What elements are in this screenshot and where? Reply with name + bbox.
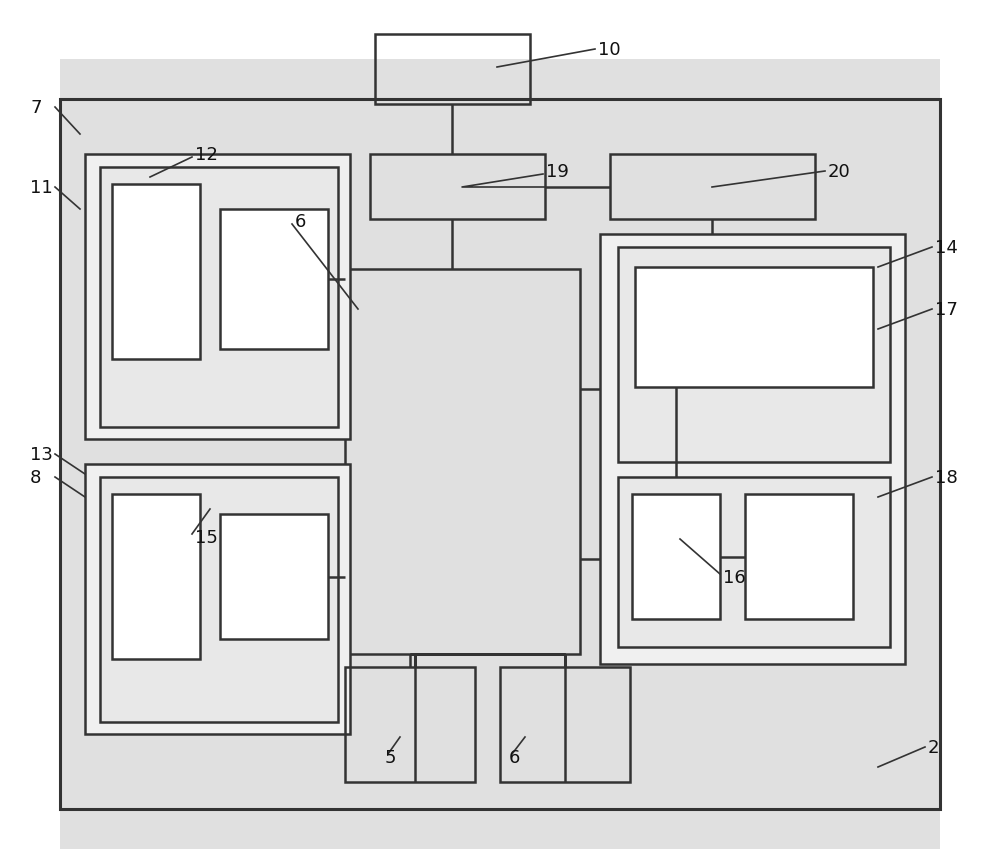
Text: 16: 16 [723,568,746,586]
Bar [345,667,475,782]
Bar [618,477,890,648]
Bar [600,234,905,665]
Bar [745,494,853,619]
Bar [375,35,530,105]
Text: 17: 17 [935,301,958,319]
Text: 5: 5 [385,748,397,766]
Bar [610,155,815,220]
Bar [370,155,545,220]
Text: 11: 11 [30,179,53,197]
Text: 18: 18 [935,469,958,486]
Text: 20: 20 [828,163,851,181]
Text: 6: 6 [295,213,306,231]
Text: 8: 8 [30,469,41,486]
Bar [100,168,338,428]
Text: 19: 19 [546,163,569,181]
Bar [618,248,890,463]
Text: 13: 13 [30,446,53,463]
Bar [112,494,200,659]
Bar [345,270,580,654]
Bar [500,667,630,782]
Bar [60,60,940,849]
Bar [220,515,328,639]
Bar [85,155,350,440]
Bar [60,100,940,809]
Text: 12: 12 [195,146,218,164]
Bar [635,268,873,388]
Text: 14: 14 [935,239,958,256]
Bar [220,210,328,349]
Text: 6: 6 [509,748,520,766]
Bar [100,477,338,722]
Bar [632,494,720,619]
Bar [112,185,200,360]
Text: 2: 2 [928,738,940,756]
Bar [85,464,350,734]
Text: 10: 10 [598,41,621,59]
Text: 15: 15 [195,528,218,546]
Text: 7: 7 [30,99,42,117]
